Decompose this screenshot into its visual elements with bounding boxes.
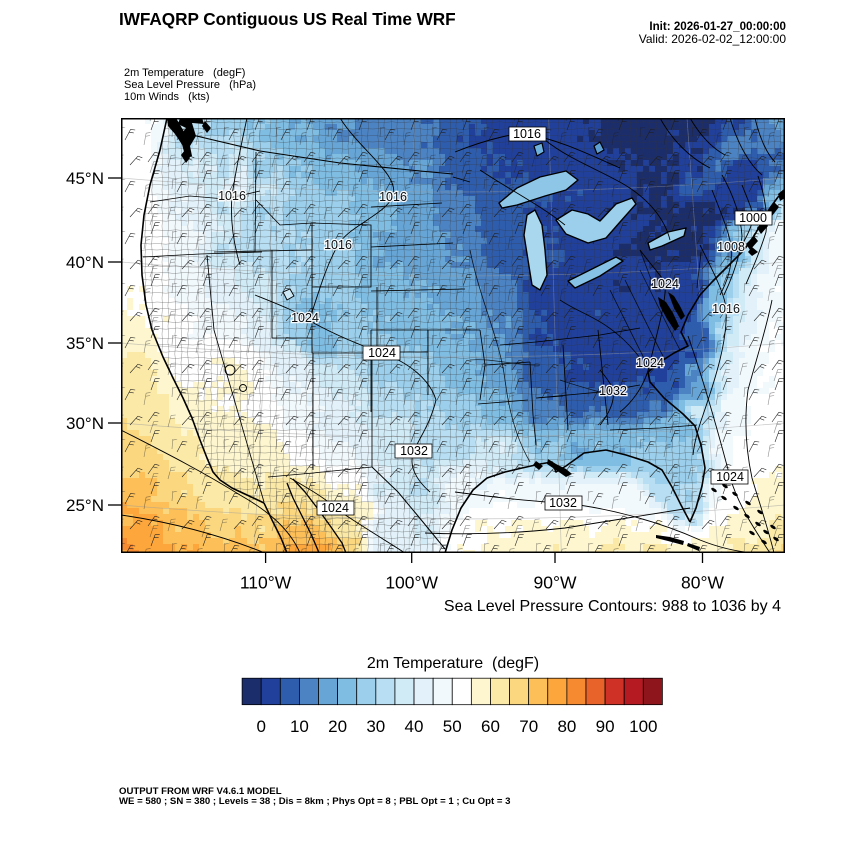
svg-text:1024: 1024 [291,311,319,325]
svg-text:1016: 1016 [218,189,246,203]
svg-text:1016: 1016 [379,190,407,204]
svg-text:80°W: 80°W [681,573,724,593]
svg-text:60: 60 [481,717,500,736]
svg-text:1024: 1024 [651,277,679,291]
svg-text:10: 10 [290,717,309,736]
svg-text:70: 70 [519,717,538,736]
svg-text:1016: 1016 [712,302,740,316]
svg-text:90°W: 90°W [534,573,577,593]
svg-text:50: 50 [443,717,462,736]
svg-text:90: 90 [596,717,615,736]
svg-text:1032: 1032 [400,444,428,458]
svg-text:1024: 1024 [716,470,744,484]
svg-text:110°W: 110°W [240,573,292,593]
svg-text:1016: 1016 [324,238,352,252]
svg-text:1024: 1024 [321,501,349,515]
svg-text:25°N: 25°N [66,496,104,515]
svg-text:100: 100 [629,717,657,736]
svg-text:35°N: 35°N [66,334,104,353]
svg-text:45°N: 45°N [66,169,104,188]
svg-text:1032: 1032 [599,384,627,398]
svg-text:40: 40 [405,717,424,736]
svg-text:1032: 1032 [549,496,577,510]
svg-text:1000: 1000 [739,211,767,225]
svg-text:1024: 1024 [368,346,396,360]
svg-text:40°N: 40°N [66,253,104,272]
svg-text:30: 30 [366,717,385,736]
svg-text:80: 80 [557,717,576,736]
svg-text:20: 20 [328,717,347,736]
svg-text:1024: 1024 [636,356,664,370]
svg-text:0: 0 [256,717,265,736]
svg-text:100°W: 100°W [385,573,438,593]
svg-text:1008: 1008 [717,240,745,254]
svg-text:30°N: 30°N [66,414,104,433]
svg-text:1016: 1016 [513,127,541,141]
